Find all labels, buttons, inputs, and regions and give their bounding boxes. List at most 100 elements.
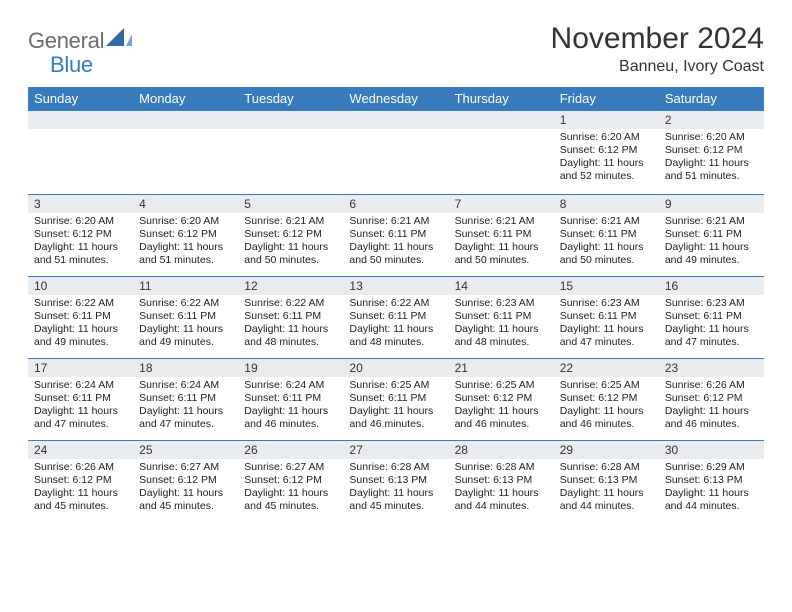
calendar-cell: 20Sunrise: 6:25 AMSunset: 6:11 PMDayligh…	[343, 358, 448, 440]
sunset-text: Sunset: 6:12 PM	[560, 144, 653, 157]
sunset-text: Sunset: 6:12 PM	[139, 474, 232, 487]
day-details: Sunrise: 6:25 AMSunset: 6:12 PMDaylight:…	[554, 377, 659, 436]
calendar-row: 10Sunrise: 6:22 AMSunset: 6:11 PMDayligh…	[28, 276, 764, 358]
sunrise-text: Sunrise: 6:21 AM	[560, 215, 653, 228]
daylight-text: Daylight: 11 hours and 49 minutes.	[139, 323, 232, 349]
sunset-text: Sunset: 6:12 PM	[665, 144, 758, 157]
day-number: 29	[554, 440, 659, 459]
day-number	[343, 110, 448, 129]
sunrise-text: Sunrise: 6:20 AM	[34, 215, 127, 228]
sunset-text: Sunset: 6:12 PM	[34, 228, 127, 241]
day-details: Sunrise: 6:23 AMSunset: 6:11 PMDaylight:…	[659, 295, 764, 354]
sunset-text: Sunset: 6:11 PM	[244, 392, 337, 405]
sunset-text: Sunset: 6:12 PM	[139, 228, 232, 241]
day-details	[28, 129, 133, 185]
day-details: Sunrise: 6:29 AMSunset: 6:13 PMDaylight:…	[659, 459, 764, 518]
weekday-header: Thursday	[449, 87, 554, 110]
logo-word2: Blue	[28, 52, 93, 77]
day-number: 12	[238, 276, 343, 295]
daylight-text: Daylight: 11 hours and 44 minutes.	[455, 487, 548, 513]
day-number: 1	[554, 110, 659, 129]
day-details: Sunrise: 6:27 AMSunset: 6:12 PMDaylight:…	[238, 459, 343, 518]
sunrise-text: Sunrise: 6:24 AM	[34, 379, 127, 392]
day-details: Sunrise: 6:20 AMSunset: 6:12 PMDaylight:…	[554, 129, 659, 188]
day-number: 2	[659, 110, 764, 129]
daylight-text: Daylight: 11 hours and 50 minutes.	[244, 241, 337, 267]
day-details: Sunrise: 6:21 AMSunset: 6:11 PMDaylight:…	[554, 213, 659, 272]
calendar-cell: 26Sunrise: 6:27 AMSunset: 6:12 PMDayligh…	[238, 440, 343, 522]
sunset-text: Sunset: 6:11 PM	[349, 392, 442, 405]
logo-word1: General	[28, 28, 104, 53]
day-details: Sunrise: 6:22 AMSunset: 6:11 PMDaylight:…	[133, 295, 238, 354]
sunrise-text: Sunrise: 6:22 AM	[349, 297, 442, 310]
day-details: Sunrise: 6:27 AMSunset: 6:12 PMDaylight:…	[133, 459, 238, 518]
day-details: Sunrise: 6:28 AMSunset: 6:13 PMDaylight:…	[449, 459, 554, 518]
day-number: 6	[343, 194, 448, 213]
day-number	[28, 110, 133, 129]
calendar-cell: 13Sunrise: 6:22 AMSunset: 6:11 PMDayligh…	[343, 276, 448, 358]
daylight-text: Daylight: 11 hours and 51 minutes.	[665, 157, 758, 183]
day-details	[238, 129, 343, 185]
day-details: Sunrise: 6:20 AMSunset: 6:12 PMDaylight:…	[133, 213, 238, 272]
sunrise-text: Sunrise: 6:24 AM	[244, 379, 337, 392]
sunset-text: Sunset: 6:11 PM	[665, 228, 758, 241]
day-number: 23	[659, 358, 764, 377]
calendar-cell: 23Sunrise: 6:26 AMSunset: 6:12 PMDayligh…	[659, 358, 764, 440]
day-details: Sunrise: 6:22 AMSunset: 6:11 PMDaylight:…	[28, 295, 133, 354]
day-details	[133, 129, 238, 185]
sunrise-text: Sunrise: 6:23 AM	[455, 297, 548, 310]
calendar-cell: 6Sunrise: 6:21 AMSunset: 6:11 PMDaylight…	[343, 194, 448, 276]
calendar-cell: 18Sunrise: 6:24 AMSunset: 6:11 PMDayligh…	[133, 358, 238, 440]
sunrise-text: Sunrise: 6:28 AM	[455, 461, 548, 474]
day-details: Sunrise: 6:25 AMSunset: 6:12 PMDaylight:…	[449, 377, 554, 436]
sunset-text: Sunset: 6:13 PM	[455, 474, 548, 487]
sunset-text: Sunset: 6:11 PM	[665, 310, 758, 323]
day-details: Sunrise: 6:26 AMSunset: 6:12 PMDaylight:…	[28, 459, 133, 518]
day-details: Sunrise: 6:20 AMSunset: 6:12 PMDaylight:…	[659, 129, 764, 188]
day-number: 15	[554, 276, 659, 295]
sunset-text: Sunset: 6:11 PM	[139, 392, 232, 405]
day-number	[449, 110, 554, 129]
day-details: Sunrise: 6:22 AMSunset: 6:11 PMDaylight:…	[238, 295, 343, 354]
daylight-text: Daylight: 11 hours and 51 minutes.	[34, 241, 127, 267]
daylight-text: Daylight: 11 hours and 49 minutes.	[665, 241, 758, 267]
weekday-header: Sunday	[28, 87, 133, 110]
calendar-row: 1Sunrise: 6:20 AMSunset: 6:12 PMDaylight…	[28, 110, 764, 194]
day-number: 10	[28, 276, 133, 295]
day-details: Sunrise: 6:28 AMSunset: 6:13 PMDaylight:…	[343, 459, 448, 518]
sunset-text: Sunset: 6:11 PM	[139, 310, 232, 323]
calendar-cell: 25Sunrise: 6:27 AMSunset: 6:12 PMDayligh…	[133, 440, 238, 522]
day-number	[133, 110, 238, 129]
day-number: 3	[28, 194, 133, 213]
calendar-cell: 16Sunrise: 6:23 AMSunset: 6:11 PMDayligh…	[659, 276, 764, 358]
day-details: Sunrise: 6:28 AMSunset: 6:13 PMDaylight:…	[554, 459, 659, 518]
day-number: 24	[28, 440, 133, 459]
sunset-text: Sunset: 6:13 PM	[560, 474, 653, 487]
month-title: November 2024	[551, 22, 764, 56]
day-number: 25	[133, 440, 238, 459]
weekday-header: Tuesday	[238, 87, 343, 110]
calendar-row: 24Sunrise: 6:26 AMSunset: 6:12 PMDayligh…	[28, 440, 764, 522]
calendar-cell: 19Sunrise: 6:24 AMSunset: 6:11 PMDayligh…	[238, 358, 343, 440]
sunset-text: Sunset: 6:11 PM	[349, 310, 442, 323]
calendar-cell: 17Sunrise: 6:24 AMSunset: 6:11 PMDayligh…	[28, 358, 133, 440]
day-details	[449, 129, 554, 185]
sunset-text: Sunset: 6:11 PM	[244, 310, 337, 323]
sunrise-text: Sunrise: 6:22 AM	[244, 297, 337, 310]
daylight-text: Daylight: 11 hours and 48 minutes.	[455, 323, 548, 349]
day-number: 5	[238, 194, 343, 213]
day-number: 27	[343, 440, 448, 459]
day-number: 28	[449, 440, 554, 459]
day-details: Sunrise: 6:21 AMSunset: 6:11 PMDaylight:…	[659, 213, 764, 272]
calendar-grid: Sunday Monday Tuesday Wednesday Thursday…	[28, 87, 764, 522]
sunrise-text: Sunrise: 6:22 AM	[139, 297, 232, 310]
calendar-row: 17Sunrise: 6:24 AMSunset: 6:11 PMDayligh…	[28, 358, 764, 440]
day-number: 20	[343, 358, 448, 377]
weekday-header-row: Sunday Monday Tuesday Wednesday Thursday…	[28, 87, 764, 110]
day-number: 30	[659, 440, 764, 459]
title-block: November 2024 Banneu, Ivory Coast	[551, 22, 764, 76]
sunset-text: Sunset: 6:11 PM	[34, 310, 127, 323]
sunrise-text: Sunrise: 6:24 AM	[139, 379, 232, 392]
day-details: Sunrise: 6:24 AMSunset: 6:11 PMDaylight:…	[238, 377, 343, 436]
sunrise-text: Sunrise: 6:20 AM	[139, 215, 232, 228]
